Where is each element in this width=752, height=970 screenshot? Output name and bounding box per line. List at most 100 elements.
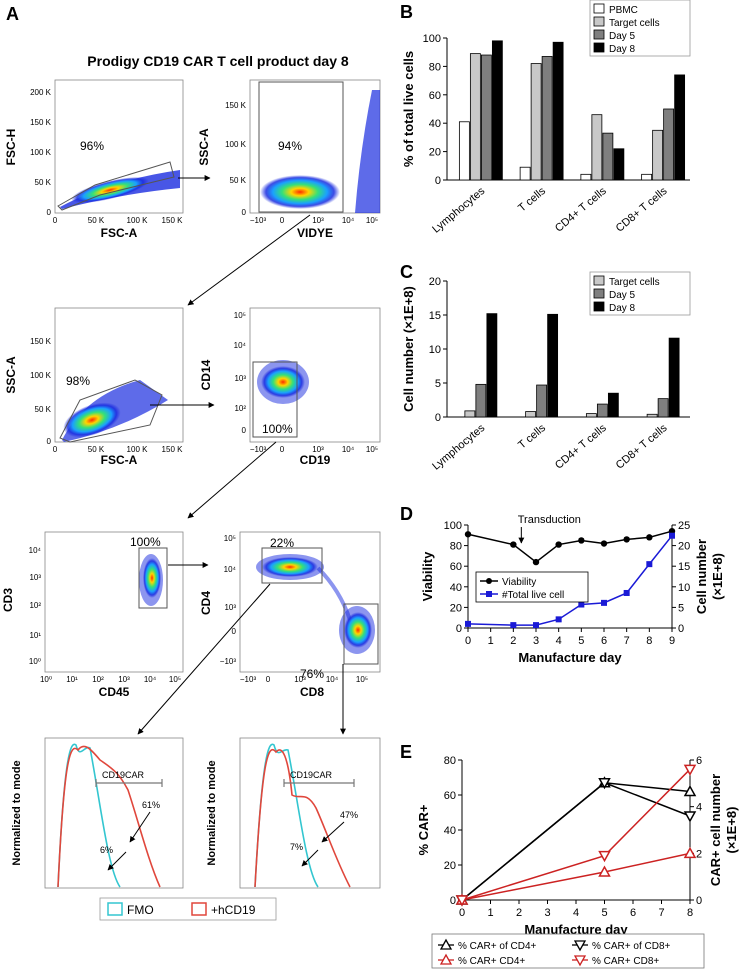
chart-b-legend-3: Day 8 bbox=[609, 44, 636, 55]
legend-hcd19-swatch bbox=[191, 902, 207, 916]
chart-d-xtick-6: 6 bbox=[601, 635, 607, 647]
plot4-ytick-1: 10² bbox=[234, 404, 246, 413]
chart-d-y2tick-2: 10 bbox=[678, 582, 690, 594]
plot6-gate-pct-top: 22% bbox=[270, 536, 294, 550]
panel-label-b: B bbox=[400, 2, 413, 22]
plot5-xtick-4: 10⁴ bbox=[144, 675, 157, 684]
chart-b-bar-1-0 bbox=[519, 166, 531, 181]
plot1-ylabel: FSC-H bbox=[4, 129, 18, 166]
plot5-ytick-0: 10⁰ bbox=[29, 657, 41, 666]
chart-b-bar-2-0 bbox=[580, 173, 592, 181]
plot6-xtick-4: 10⁵ bbox=[356, 675, 368, 684]
chart-b-bar-0-0 bbox=[458, 121, 470, 181]
chart-e-xtick-1: 1 bbox=[487, 907, 493, 919]
plot6-xlabel: CD8 bbox=[300, 685, 324, 699]
chart-e-y2tick-2: 4 bbox=[696, 802, 702, 814]
chart-e-ytick-0: 0 bbox=[450, 895, 456, 907]
chart-d-xtick-2: 2 bbox=[510, 635, 516, 647]
hist1-gate-label: CD19CAR bbox=[102, 770, 145, 780]
chart-e-ytick-1: 20 bbox=[444, 860, 456, 872]
chart-e-xtick-7: 7 bbox=[658, 907, 664, 919]
chart-d-point-1-2 bbox=[533, 622, 539, 629]
chart-b-legend-1: Target cells bbox=[609, 18, 660, 29]
chart-d-viability: 0 20 40 60 80 100 0 5 10 15 20 25 0 1 2 3 4 5 6 7 8 9 Transduc… bbox=[420, 514, 725, 665]
chart-c-bar-3-1 bbox=[657, 398, 669, 418]
chart-c-ytick-2: 10 bbox=[429, 344, 441, 356]
chart-e-legend-marker-1 bbox=[573, 940, 587, 952]
chart-e-line-0 bbox=[461, 781, 691, 901]
chart-b-bar-0-3 bbox=[491, 40, 503, 181]
chart-b-bar-3-2 bbox=[663, 108, 675, 181]
plot4-gate-pct: 100% bbox=[262, 422, 293, 436]
chart-e-y2tick-3: 6 bbox=[696, 755, 702, 767]
chart-b-bar-1-3 bbox=[552, 41, 564, 181]
chart-c-bar-1-2 bbox=[547, 313, 559, 418]
chart-e-ytick-3: 60 bbox=[444, 790, 456, 802]
panel-label-d: D bbox=[400, 504, 413, 524]
plot3-xtick-0: 0 bbox=[53, 445, 58, 454]
chart-c-category-2: CD4+ T cells bbox=[553, 422, 609, 472]
plot3-ytick-2: 100 K bbox=[30, 371, 52, 380]
plot4-xtick-1: 0 bbox=[280, 445, 285, 454]
chart-e-legend-marker-0 bbox=[439, 938, 453, 950]
legend-hcd19: +hCD19 bbox=[211, 903, 256, 917]
chart-e-ytick-4: 80 bbox=[444, 755, 456, 767]
chart-c-ytick-1: 5 bbox=[435, 378, 441, 390]
chart-d-point-0-3 bbox=[555, 541, 562, 548]
chart-d-legend-1: #Total live cell bbox=[502, 590, 564, 601]
chart-c-bar-2-1 bbox=[596, 403, 608, 418]
chart-b-percent-live-cells: 0 20 40 60 80 100 Lymphocytes T cells CD4+ T cel… bbox=[401, 0, 691, 236]
chart-e-xlabel: Manufacture day bbox=[524, 922, 628, 937]
chart-e-legend-3: % CAR+ CD8+ bbox=[592, 956, 659, 967]
chart-d-annotation: Transduction bbox=[518, 514, 581, 526]
legend-fmo: FMO bbox=[127, 903, 154, 917]
chart-e-y2tick-1: 2 bbox=[696, 848, 702, 860]
plot4-xlabel: CD19 bbox=[300, 453, 331, 467]
plot6-ytick-1: 0 bbox=[232, 627, 237, 636]
chart-d-xtick-1: 1 bbox=[488, 635, 494, 647]
plot5-xtick-3: 10³ bbox=[118, 675, 130, 684]
plot4-xtick-3: 10⁴ bbox=[342, 445, 355, 454]
chart-d-xtick-0: 0 bbox=[465, 635, 471, 647]
chart-b-bar-2-2 bbox=[602, 132, 614, 181]
plot6-xtick-0: −10³ bbox=[240, 675, 257, 684]
plot3-xtick-2: 100 K bbox=[127, 445, 149, 454]
hist2-pct-high: 47% bbox=[340, 810, 358, 820]
chart-d-legend-box bbox=[475, 571, 589, 603]
chart-b-ytick-4: 80 bbox=[429, 61, 441, 73]
chart-c-bar-0-2 bbox=[486, 313, 498, 418]
plot1-gate-pct: 96% bbox=[80, 139, 104, 153]
chart-e-legend-2: % CAR+ CD4+ bbox=[458, 956, 525, 967]
hist1-ylabel: Normalized to mode bbox=[11, 760, 23, 865]
chart-c-bar-0-0 bbox=[464, 410, 476, 418]
chart-e-ytick-2: 40 bbox=[444, 825, 456, 837]
chart-b-legend-swatch-1 bbox=[593, 16, 605, 27]
plot3-ylabel: SSC-A bbox=[4, 356, 18, 394]
plot3-gate-pct: 98% bbox=[66, 374, 90, 388]
plot1-ytick-0: 0 bbox=[47, 208, 52, 217]
panel-a-title: Prodigy CD19 CAR T cell product day 8 bbox=[87, 53, 349, 69]
plot5-ytick-2: 10² bbox=[29, 601, 41, 610]
plot3-xtick-1: 50 K bbox=[88, 445, 105, 454]
chart-e-point-1-1 bbox=[598, 778, 611, 790]
chart-b-bar-2-1 bbox=[591, 114, 603, 181]
flow-plot-fsc-h: 96% FSC-A FSC-H 0 50 K 100 K 150 K 0 50 … bbox=[4, 79, 184, 240]
plot5-gate-pct: 100% bbox=[130, 535, 161, 549]
plot2-ytick-1: 50 K bbox=[230, 176, 247, 185]
panel-label-a: A bbox=[6, 4, 19, 24]
chart-e-legend-box bbox=[431, 933, 705, 969]
chart-c-legend-swatch-2 bbox=[593, 301, 605, 312]
chart-d-y2label-1: Cell number bbox=[694, 539, 709, 614]
plot5-xtick-5: 10⁵ bbox=[169, 675, 181, 684]
plot6-xtick-1: 0 bbox=[266, 675, 271, 684]
chart-e-xtick-8: 8 bbox=[687, 907, 693, 919]
chart-d-point-1-8 bbox=[669, 532, 675, 539]
chart-d-point-1-6 bbox=[623, 589, 630, 596]
plot2-xtick-4: 10⁵ bbox=[366, 216, 378, 225]
plot4-ytick-2: 10³ bbox=[234, 374, 246, 383]
plot2-xtick-2: 10³ bbox=[312, 216, 324, 225]
chart-c-cell-number: 0 5 10 15 20 Lymphocytes T cells CD4+ T cells CD… bbox=[401, 271, 691, 473]
plot6-ytick-2: 10³ bbox=[224, 603, 236, 612]
gating-arrows bbox=[137, 175, 346, 735]
